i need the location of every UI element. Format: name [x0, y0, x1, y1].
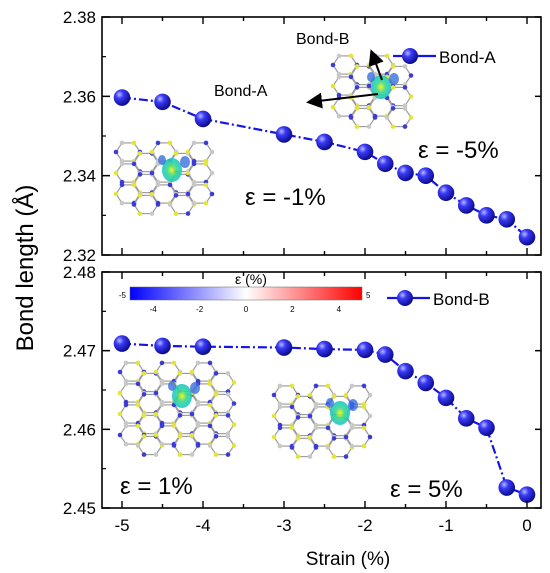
data-point: [316, 133, 333, 151]
y-tick-label: 2.47: [63, 342, 96, 361]
top-axis-ticks: 2.32 2.34 2.36 2.38: [63, 8, 541, 265]
data-point: [154, 337, 171, 355]
data-point: [518, 486, 536, 503]
data-point: [397, 164, 414, 182]
colorbar-tick-label: -2: [196, 305, 204, 314]
legend-bond-a: Bond-A: [393, 48, 496, 67]
colorbar-tick-label: 5: [366, 291, 371, 300]
y-tick-label: 2.36: [63, 87, 96, 106]
data-point: [478, 419, 495, 437]
data-point: [417, 374, 435, 392]
data-point: [478, 207, 495, 224]
data-point: [376, 346, 394, 363]
x-tick-label: -4: [195, 516, 210, 535]
colorbar-tick-label: 2: [290, 305, 295, 314]
annotation-strain-minus1: ε = -1%: [245, 184, 326, 211]
annotation-strain-1: ε = 1%: [120, 473, 193, 500]
annotation-bond-b: Bond-B: [296, 31, 349, 48]
structure-inset-top-left: [113, 140, 215, 216]
x-tick-label: -2: [357, 516, 372, 535]
y-tick-label: 2.32: [63, 246, 96, 265]
data-point: [376, 155, 394, 173]
bond-a-points: [113, 89, 536, 246]
data-point: [113, 89, 131, 106]
y-tick-label: 2.38: [63, 8, 96, 27]
y-tick-label: 2.34: [63, 167, 96, 186]
y-tick-label: 2.48: [63, 263, 96, 282]
data-point: [113, 335, 131, 352]
data-point: [397, 362, 414, 380]
colorbar-tick-label: -5: [119, 291, 127, 300]
data-point: [194, 110, 212, 128]
data-point: [275, 126, 293, 143]
annotation-strain-5: ε = 5%: [390, 476, 463, 503]
data-point: [498, 211, 516, 228]
colorbar-title: ε (%): [235, 271, 267, 287]
x-tick-label: -5: [114, 516, 129, 535]
colorbar: ε (%) -5 -4 -2 0 2 4 5: [119, 271, 371, 314]
annotation-strain-minus5: ε = -5%: [418, 137, 499, 164]
data-point: [316, 340, 333, 358]
data-point: [275, 339, 293, 356]
data-point: [498, 479, 516, 496]
data-point: [437, 389, 455, 407]
data-point: [457, 197, 475, 214]
colorbar-tick-label: 0: [244, 305, 249, 314]
data-point: [154, 93, 171, 111]
legend-bond-b-label: Bond-B: [433, 290, 490, 309]
legend-bond-a-label: Bond-A: [439, 48, 496, 67]
data-point: [356, 341, 374, 359]
y-tick-label: 2.46: [63, 420, 96, 439]
structure-inset-bottom-left: [117, 360, 237, 457]
data-point: [194, 338, 212, 356]
data-point: [457, 410, 475, 427]
bottom-axis-ticks: 2.45 2.46 2.47 2.48 -5 -4 -3 -2 -1 0: [63, 263, 541, 535]
x-tick-label: -3: [276, 516, 291, 535]
data-point: [356, 143, 374, 161]
structure-inset-bottom-right: [271, 383, 373, 459]
data-point: [518, 228, 536, 246]
data-point: [437, 184, 455, 202]
colorbar-tick-label: 4: [337, 305, 342, 314]
x-axis-label: Strain (%): [306, 549, 390, 570]
bond-b-points: [113, 335, 536, 503]
series-line-bond-a: [121, 96, 528, 238]
data-point: [417, 167, 435, 184]
y-axis-label: Bond length (Å): [11, 185, 39, 352]
structure-inset-top-right: [330, 53, 414, 129]
x-tick-label: -1: [438, 516, 453, 535]
x-tick-label: 0: [522, 516, 531, 535]
y-tick-label: 2.45: [63, 499, 96, 518]
legend-bond-b: Bond-B: [387, 290, 490, 309]
colorbar-tick-label: -4: [150, 305, 158, 314]
arrow-bond-b: [368, 49, 384, 81]
annotation-bond-a: Bond-A: [214, 83, 268, 100]
arrow-bond-a: [306, 92, 379, 109]
